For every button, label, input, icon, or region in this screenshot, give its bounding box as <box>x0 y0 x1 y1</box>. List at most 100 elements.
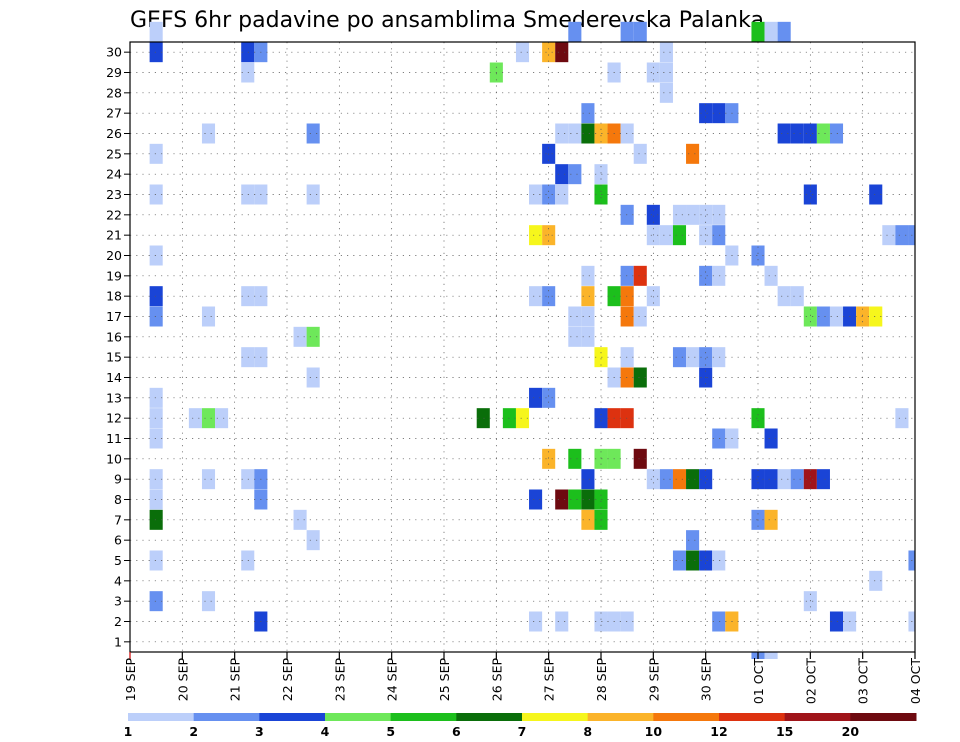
y-tick-label: 18 <box>106 289 122 304</box>
x-tick-label: 02 OCT <box>803 658 818 704</box>
precip-cell <box>581 103 595 124</box>
precip-cell <box>293 326 307 347</box>
precip-cell <box>149 469 163 490</box>
precip-cell <box>581 326 595 347</box>
precip-cell <box>829 611 844 632</box>
precip-cell <box>633 448 647 469</box>
precip-cell <box>686 469 700 490</box>
precip-cell <box>869 184 883 205</box>
precip-cell <box>895 408 909 429</box>
y-tick-label: 30 <box>106 45 122 60</box>
legend-swatch <box>784 713 851 721</box>
precip-cell <box>816 469 830 490</box>
precip-cell <box>620 21 634 42</box>
precip-cell <box>829 306 844 327</box>
legend-label: 8 <box>583 724 592 739</box>
precip-cell <box>686 347 700 368</box>
precip-cell <box>581 123 595 144</box>
precip-cell <box>686 530 700 551</box>
precip-cell <box>764 509 778 530</box>
precip-cell <box>699 204 713 225</box>
x-tick-label: 21 SEP <box>228 658 243 702</box>
precip-cell <box>149 408 163 429</box>
precip-cell <box>777 286 791 307</box>
precip-cell <box>777 469 791 490</box>
legend-label: 15 <box>776 724 793 739</box>
y-tick-label: 12 <box>106 411 122 426</box>
precip-cell <box>790 469 804 490</box>
precip-cell <box>502 408 516 429</box>
precip-cell <box>869 306 883 327</box>
precip-cell <box>568 306 582 327</box>
y-tick-label: 2 <box>114 614 122 629</box>
precip-cell <box>699 103 713 124</box>
x-tick-label: 22 SEP <box>280 658 295 702</box>
y-tick-label: 1 <box>114 634 122 649</box>
precip-cell <box>672 347 687 368</box>
precip-cell <box>188 408 202 429</box>
legend-swatch <box>128 713 195 721</box>
legend-swatch <box>456 713 523 721</box>
precip-cell <box>672 469 687 490</box>
x-tick-label: 25 SEP <box>437 658 452 702</box>
precip-cell <box>699 265 713 286</box>
precip-cell <box>594 347 608 368</box>
precip-cell <box>555 489 569 510</box>
y-tick-label: 5 <box>114 553 122 568</box>
legend-label: 10 <box>645 724 663 739</box>
precip-cell <box>215 408 229 429</box>
x-tick-label: 30 SEP <box>699 658 714 702</box>
x-tick-label: 19 SEP <box>123 658 138 702</box>
precip-cell <box>594 164 608 185</box>
precip-cell <box>777 123 791 144</box>
precip-cell <box>816 306 830 327</box>
grid-dots <box>130 42 915 652</box>
precip-cell <box>594 408 608 429</box>
precip-cell <box>659 469 673 490</box>
precip-cell <box>777 21 791 42</box>
precip-cell <box>594 184 608 205</box>
x-axis-dates: 19 SEP 20 SEP 21 SEP 22 SEP 23 SEP 24 SEP 25 S… <box>123 652 923 704</box>
precip-cell <box>241 42 255 63</box>
y-tick-label: 27 <box>106 106 122 121</box>
precip-cell <box>149 387 163 408</box>
precip-cell <box>529 286 543 307</box>
precip-cell <box>699 469 713 490</box>
precip-cells <box>149 21 915 659</box>
y-tick-label: 15 <box>106 350 122 365</box>
chart-title: GEFS 6hr padavine po ansamblima Smederev… <box>130 8 764 33</box>
precip-cell <box>790 286 804 307</box>
precip-cell <box>803 306 817 327</box>
y-tick-label: 10 <box>106 451 122 466</box>
precip-cell <box>555 611 569 632</box>
precip-cell <box>790 123 804 144</box>
precip-cell <box>699 347 713 368</box>
x-tick-label: 04 OCT <box>908 658 923 704</box>
legend-swatch <box>259 713 326 721</box>
y-tick-label: 3 <box>114 594 122 609</box>
precip-cell <box>529 225 543 246</box>
y-tick-label: 14 <box>106 370 122 385</box>
precip-cell <box>764 21 778 42</box>
precip-cell <box>241 62 255 83</box>
precip-cell <box>568 489 582 510</box>
precip-cell <box>686 550 700 571</box>
precip-cell <box>686 143 700 164</box>
precip-cell <box>241 286 255 307</box>
precip-cell <box>555 123 569 144</box>
precip-cell <box>529 387 543 408</box>
precip-cell <box>529 184 543 205</box>
precip-cell <box>149 143 163 164</box>
y-tick-label: 6 <box>114 533 122 548</box>
precip-cell <box>803 184 817 205</box>
y-tick-label: 7 <box>114 512 122 527</box>
precip-cell <box>751 21 765 42</box>
precip-cell <box>149 509 163 530</box>
precip-cell <box>672 550 687 571</box>
precip-cell <box>529 611 543 632</box>
precip-cell <box>672 204 687 225</box>
precip-cell <box>712 428 726 449</box>
precip-cell <box>149 245 163 266</box>
precip-cell <box>829 123 844 144</box>
precip-cell <box>803 123 817 144</box>
